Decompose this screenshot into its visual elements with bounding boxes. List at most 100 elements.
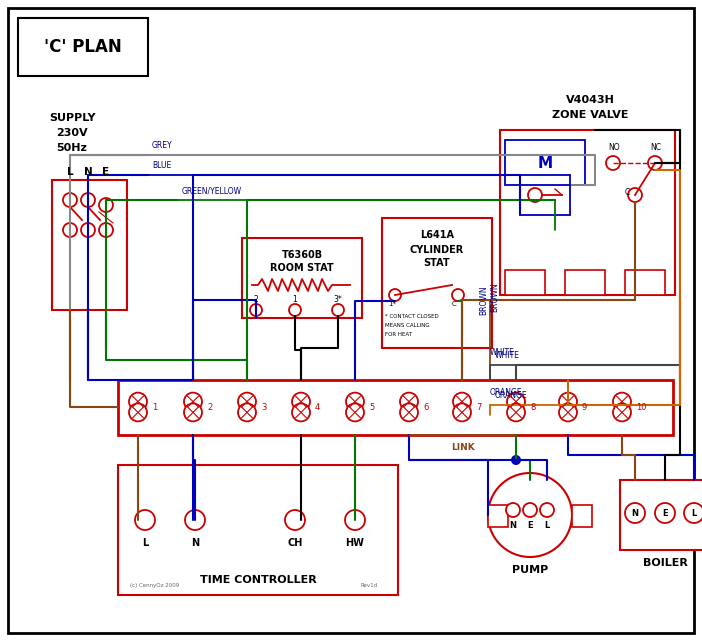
Circle shape bbox=[185, 510, 205, 530]
Text: 3: 3 bbox=[261, 403, 266, 412]
Text: C: C bbox=[452, 301, 457, 307]
Circle shape bbox=[453, 403, 471, 421]
Bar bbox=[500, 130, 675, 295]
Text: CH: CH bbox=[287, 538, 303, 548]
Circle shape bbox=[400, 392, 418, 411]
Text: BROWN: BROWN bbox=[479, 285, 489, 315]
Text: 1*: 1* bbox=[388, 301, 396, 307]
Circle shape bbox=[129, 403, 147, 421]
Text: 9: 9 bbox=[582, 403, 588, 412]
Text: ROOM STAT: ROOM STAT bbox=[270, 263, 334, 273]
Text: GREEN/YELLOW: GREEN/YELLOW bbox=[182, 186, 242, 195]
Circle shape bbox=[523, 503, 537, 517]
Text: L: L bbox=[691, 508, 696, 517]
Circle shape bbox=[648, 156, 662, 170]
Circle shape bbox=[400, 403, 418, 421]
Bar bbox=[505, 270, 545, 295]
Text: 5: 5 bbox=[369, 403, 374, 412]
Circle shape bbox=[292, 392, 310, 411]
Bar bbox=[242, 238, 362, 318]
Circle shape bbox=[453, 392, 471, 411]
Text: BROWN: BROWN bbox=[490, 283, 499, 312]
Text: N: N bbox=[632, 508, 639, 517]
Circle shape bbox=[625, 503, 645, 523]
Text: MEANS CALLING: MEANS CALLING bbox=[385, 323, 430, 328]
Circle shape bbox=[99, 198, 113, 212]
Circle shape bbox=[628, 188, 642, 202]
Text: Rev1d: Rev1d bbox=[360, 583, 377, 588]
Circle shape bbox=[63, 193, 77, 207]
Text: 2: 2 bbox=[253, 295, 258, 304]
Bar bbox=[118, 465, 398, 595]
Circle shape bbox=[81, 193, 95, 207]
Circle shape bbox=[452, 289, 464, 301]
Text: T6360B: T6360B bbox=[282, 250, 322, 260]
Circle shape bbox=[559, 392, 577, 411]
Circle shape bbox=[613, 403, 631, 421]
Text: TIME CONTROLLER: TIME CONTROLLER bbox=[199, 575, 317, 585]
Text: GREY: GREY bbox=[152, 141, 173, 150]
Circle shape bbox=[289, 304, 301, 316]
Bar bbox=[488, 505, 508, 527]
Bar bbox=[382, 218, 492, 348]
Text: 4: 4 bbox=[315, 403, 320, 412]
Text: 6: 6 bbox=[423, 403, 428, 412]
Circle shape bbox=[99, 223, 113, 237]
Bar bbox=[18, 18, 148, 76]
Text: L: L bbox=[544, 520, 550, 529]
Text: NC: NC bbox=[650, 143, 661, 152]
Text: 3*: 3* bbox=[333, 295, 343, 304]
Text: 7: 7 bbox=[476, 403, 482, 412]
Text: 1: 1 bbox=[293, 295, 298, 304]
Text: 8: 8 bbox=[530, 403, 536, 412]
Text: * CONTACT CLOSED: * CONTACT CLOSED bbox=[385, 314, 439, 319]
Text: L641A: L641A bbox=[420, 230, 454, 240]
Text: LINK: LINK bbox=[451, 442, 475, 451]
Text: HW: HW bbox=[345, 538, 364, 548]
Circle shape bbox=[559, 403, 577, 421]
Text: M: M bbox=[538, 156, 552, 171]
Text: ORANGE: ORANGE bbox=[495, 391, 528, 400]
Text: 1: 1 bbox=[152, 403, 157, 412]
Circle shape bbox=[389, 289, 401, 301]
Bar bbox=[505, 140, 585, 185]
Circle shape bbox=[606, 156, 620, 170]
Text: ORANGE: ORANGE bbox=[490, 388, 522, 397]
Text: 2: 2 bbox=[207, 403, 212, 412]
Circle shape bbox=[613, 392, 631, 411]
Text: V4043H: V4043H bbox=[566, 95, 614, 105]
Text: FOR HEAT: FOR HEAT bbox=[385, 332, 412, 337]
Circle shape bbox=[332, 304, 344, 316]
Circle shape bbox=[81, 223, 95, 237]
Circle shape bbox=[345, 510, 365, 530]
Circle shape bbox=[511, 455, 521, 465]
Text: E: E bbox=[527, 520, 533, 529]
Text: 10: 10 bbox=[636, 403, 647, 412]
Bar bbox=[620, 480, 702, 550]
Text: SUPPLY: SUPPLY bbox=[48, 113, 95, 123]
Text: WHITE: WHITE bbox=[490, 348, 515, 357]
Text: PUMP: PUMP bbox=[512, 565, 548, 575]
Circle shape bbox=[528, 188, 542, 202]
Circle shape bbox=[238, 403, 256, 421]
Text: BLUE: BLUE bbox=[152, 161, 171, 170]
Text: 230V: 230V bbox=[56, 128, 88, 138]
Bar bbox=[118, 380, 673, 435]
Circle shape bbox=[129, 392, 147, 411]
Bar bbox=[625, 270, 665, 295]
Circle shape bbox=[285, 510, 305, 530]
Text: N: N bbox=[510, 520, 517, 529]
Text: L: L bbox=[142, 538, 148, 548]
Text: CYLINDER: CYLINDER bbox=[410, 245, 464, 255]
Text: BOILER: BOILER bbox=[642, 558, 687, 568]
Text: E: E bbox=[662, 508, 668, 517]
Text: 'C' PLAN: 'C' PLAN bbox=[44, 38, 122, 56]
Circle shape bbox=[655, 503, 675, 523]
Text: STAT: STAT bbox=[424, 258, 450, 268]
Bar bbox=[565, 270, 605, 295]
Bar bbox=[52, 180, 127, 310]
Bar bbox=[572, 505, 592, 527]
Text: WHITE: WHITE bbox=[495, 351, 520, 360]
Circle shape bbox=[292, 403, 310, 421]
Text: C: C bbox=[625, 188, 630, 197]
